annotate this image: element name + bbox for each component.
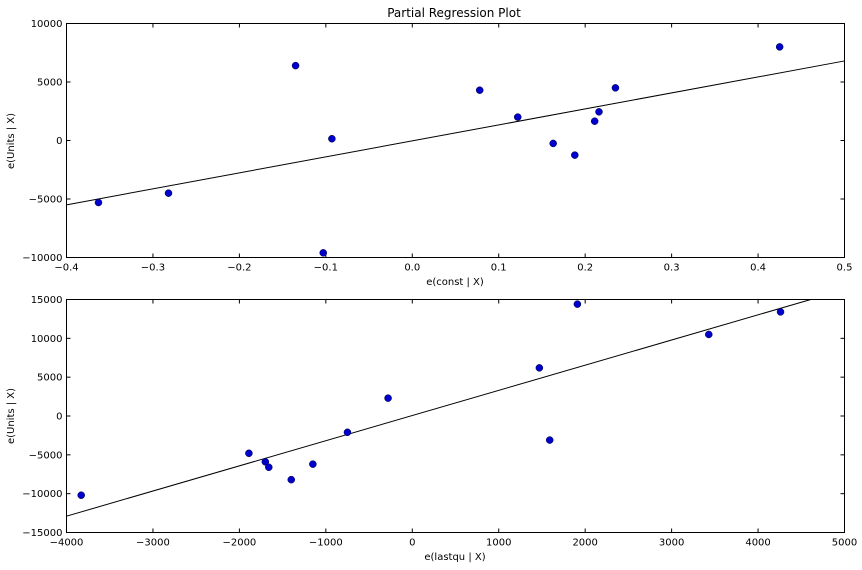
- x-axis-ticks: −4000 −3000 −2000 −1000 0 1000 2000 3000 4000 500…: [50, 299, 857, 549]
- x-tick-label: 0.3: [664, 263, 680, 274]
- y-tick-label: 10000: [31, 19, 63, 30]
- y-tick-label: −10000: [22, 489, 62, 500]
- scatter-points: [77, 300, 785, 499]
- x-tick-label: 2000: [572, 538, 597, 549]
- y-tick-label: 15000: [31, 295, 63, 306]
- data-point: [571, 151, 579, 159]
- scatter-points: [94, 43, 784, 257]
- fit-line-group: [66, 299, 811, 517]
- x-tick-label: 0: [409, 538, 415, 549]
- data-point: [384, 394, 392, 402]
- x-tick-label: 1000: [486, 538, 511, 549]
- y-tick-label: 5000: [37, 373, 62, 384]
- x-tick-label: 0.1: [491, 263, 507, 274]
- y-tick-label: −5000: [29, 195, 63, 206]
- data-point: [573, 300, 582, 308]
- data-point: [595, 108, 603, 116]
- y-axis-label: e(Units | X): [6, 113, 17, 169]
- x-tick-label: −4000: [50, 538, 84, 549]
- y-axis-ticks: −15000 −10000 −5000 0 5000 10000 15000: [22, 295, 845, 539]
- data-point: [513, 113, 522, 121]
- y-tick-label: −5000: [29, 450, 63, 461]
- subplot-const: Partial Regression Plot −0.4 −0.3 −0.2 −0.1…: [6, 6, 852, 288]
- regression-fit-line: [66, 60, 845, 206]
- data-point: [261, 458, 270, 466]
- chart-title: Partial Regression Plot: [387, 6, 521, 20]
- x-tick-label: −3000: [136, 538, 170, 549]
- x-tick-label: 0.5: [837, 263, 853, 274]
- x-axis-ticks: −0.4 −0.3 −0.2 −0.1 0.0 0.1 0.2 0.3 0.4 0.5: [54, 23, 853, 274]
- x-tick-label: −2000: [222, 538, 256, 549]
- plot-area-frame: [66, 23, 845, 258]
- y-tick-label: 5000: [37, 78, 62, 89]
- data-point: [291, 61, 300, 70]
- x-axis-label: e(lastqu | X): [424, 552, 485, 563]
- data-point: [775, 43, 784, 51]
- y-tick-label: −10000: [22, 253, 62, 264]
- data-point: [705, 330, 713, 339]
- y-axis-label: e(Units | X): [6, 388, 17, 444]
- data-point: [611, 84, 620, 92]
- fit-line-group: [66, 60, 845, 206]
- x-axis-label: e(const | X): [426, 277, 484, 288]
- x-tick-label: −0.4: [54, 263, 78, 274]
- x-tick-label: −1000: [309, 538, 343, 549]
- data-point: [265, 463, 273, 472]
- x-tick-label: −0.3: [141, 263, 165, 274]
- x-tick-label: 0.0: [404, 263, 420, 274]
- x-tick-label: 3000: [659, 538, 684, 549]
- x-tick-label: 5000: [832, 538, 857, 549]
- data-point: [549, 139, 557, 148]
- data-point: [545, 436, 554, 444]
- data-point: [245, 449, 253, 458]
- x-tick-label: 0.4: [750, 263, 766, 274]
- data-point: [535, 364, 544, 372]
- plot-area-frame: [66, 299, 845, 533]
- y-tick-label: −15000: [22, 528, 62, 539]
- y-tick-label: 10000: [31, 334, 63, 345]
- x-tick-label: −0.2: [227, 263, 251, 274]
- regression-fit-line: [66, 299, 811, 517]
- data-point: [319, 249, 327, 257]
- subplot-lastqu: −4000 −3000 −2000 −1000 0 1000 2000 3000 4000 500…: [6, 295, 857, 563]
- x-tick-label: −0.1: [314, 263, 338, 274]
- data-point: [776, 308, 785, 316]
- data-point: [309, 460, 317, 468]
- x-tick-label: 0.2: [577, 263, 593, 274]
- data-point: [77, 491, 85, 499]
- y-tick-label: 0: [56, 136, 62, 147]
- y-axis-ticks: −10000 −5000 0 5000 10000: [22, 19, 845, 264]
- data-point: [328, 134, 336, 143]
- x-tick-label: 4000: [745, 538, 770, 549]
- y-tick-label: 0: [56, 412, 62, 423]
- data-point: [94, 198, 103, 207]
- data-point: [164, 189, 173, 197]
- data-point: [287, 475, 296, 484]
- data-point: [475, 86, 484, 94]
- data-point: [343, 428, 352, 437]
- data-point: [590, 117, 599, 125]
